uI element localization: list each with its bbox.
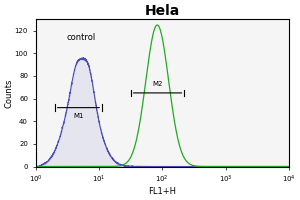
Title: Hela: Hela — [145, 4, 180, 18]
X-axis label: FL1+H: FL1+H — [148, 187, 176, 196]
Text: control: control — [66, 33, 95, 42]
Text: M2: M2 — [152, 81, 163, 87]
Text: M1: M1 — [73, 113, 84, 119]
Y-axis label: Counts: Counts — [4, 78, 13, 108]
